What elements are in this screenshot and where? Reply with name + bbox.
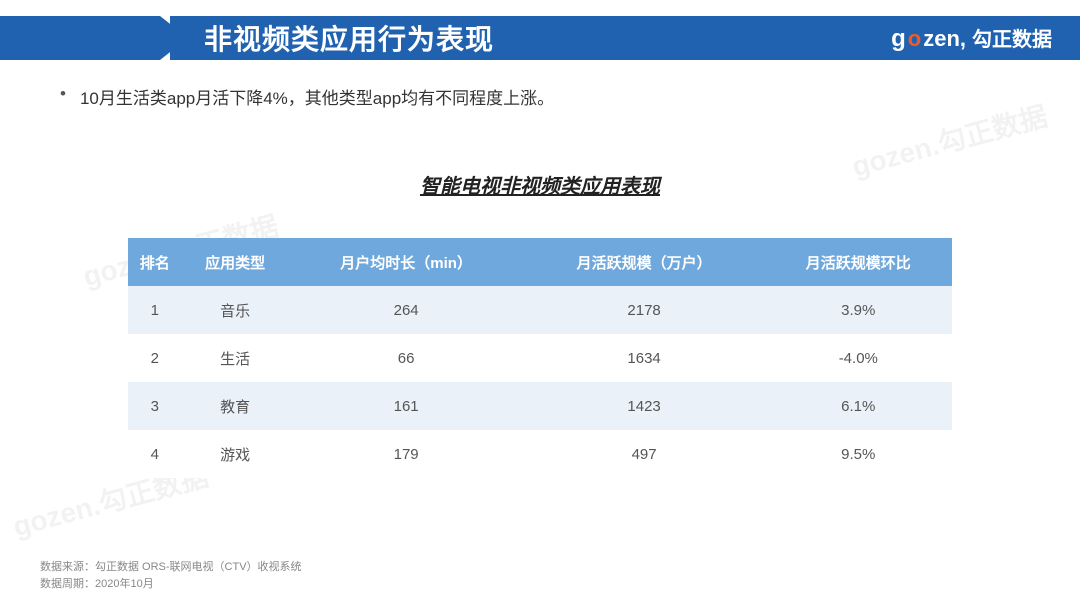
cell: 3 bbox=[128, 382, 182, 430]
page-title: 非视频类应用行为表现 bbox=[204, 18, 494, 58]
brand-cn: 勾正数据 bbox=[972, 23, 1052, 52]
col-duration: 月户均时长（min） bbox=[289, 238, 524, 286]
cell: -4.0% bbox=[765, 334, 952, 382]
cell: 179 bbox=[289, 430, 524, 478]
table-row: 1 音乐 264 2178 3.9% bbox=[128, 286, 952, 334]
cell: 1423 bbox=[524, 382, 765, 430]
header-arrow-icon bbox=[160, 16, 188, 60]
brand-logo: gozen, 勾正数据 bbox=[891, 23, 1052, 53]
header-stub bbox=[0, 16, 160, 60]
table-title: 智能电视非视频类应用表现 bbox=[0, 170, 1080, 199]
cell: 1634 bbox=[524, 334, 765, 382]
footer-notes: 数据来源：勾正数据 ORS-联网电视（CTV）收视系统 数据周期：2020年10… bbox=[40, 559, 302, 592]
cell: 生活 bbox=[182, 334, 289, 382]
bullet-point: • 10月生活类app月活下降4%，其他类型app均有不同程度上涨。 bbox=[60, 84, 554, 109]
table-row: 2 生活 66 1634 -4.0% bbox=[128, 334, 952, 382]
cell: 2 bbox=[128, 334, 182, 382]
col-mom: 月活跃规模环比 bbox=[765, 238, 952, 286]
cell: 教育 bbox=[182, 382, 289, 430]
col-mau: 月活跃规模（万户） bbox=[524, 238, 765, 286]
col-category: 应用类型 bbox=[182, 238, 289, 286]
header-main: 非视频类应用行为表现 gozen, 勾正数据 bbox=[170, 16, 1080, 60]
cell: 6.1% bbox=[765, 382, 952, 430]
cell: 497 bbox=[524, 430, 765, 478]
cell: 2178 bbox=[524, 286, 765, 334]
cell: 1 bbox=[128, 286, 182, 334]
table-header-row: 排名 应用类型 月户均时长（min） 月活跃规模（万户） 月活跃规模环比 bbox=[128, 238, 952, 286]
cell: 3.9% bbox=[765, 286, 952, 334]
brand-letter-accent: o bbox=[908, 26, 921, 52]
bullet-dot-icon: • bbox=[60, 84, 66, 104]
cell: 161 bbox=[289, 382, 524, 430]
col-rank: 排名 bbox=[128, 238, 182, 286]
brand-letter: zen, bbox=[923, 26, 966, 52]
data-table: 排名 应用类型 月户均时长（min） 月活跃规模（万户） 月活跃规模环比 1 音… bbox=[128, 238, 952, 478]
table-row: 4 游戏 179 497 9.5% bbox=[128, 430, 952, 478]
header-bar: 非视频类应用行为表现 gozen, 勾正数据 bbox=[0, 16, 1080, 60]
bullet-text: 10月生活类app月活下降4%，其他类型app均有不同程度上涨。 bbox=[80, 84, 554, 109]
cell: 66 bbox=[289, 334, 524, 382]
cell: 9.5% bbox=[765, 430, 952, 478]
cell: 264 bbox=[289, 286, 524, 334]
footer-source: 数据来源：勾正数据 ORS-联网电视（CTV）收视系统 bbox=[40, 559, 302, 576]
table-row: 3 教育 161 1423 6.1% bbox=[128, 382, 952, 430]
cell: 4 bbox=[128, 430, 182, 478]
brand-letter: g bbox=[891, 25, 906, 53]
cell: 音乐 bbox=[182, 286, 289, 334]
cell: 游戏 bbox=[182, 430, 289, 478]
footer-period: 数据周期：2020年10月 bbox=[40, 576, 302, 593]
